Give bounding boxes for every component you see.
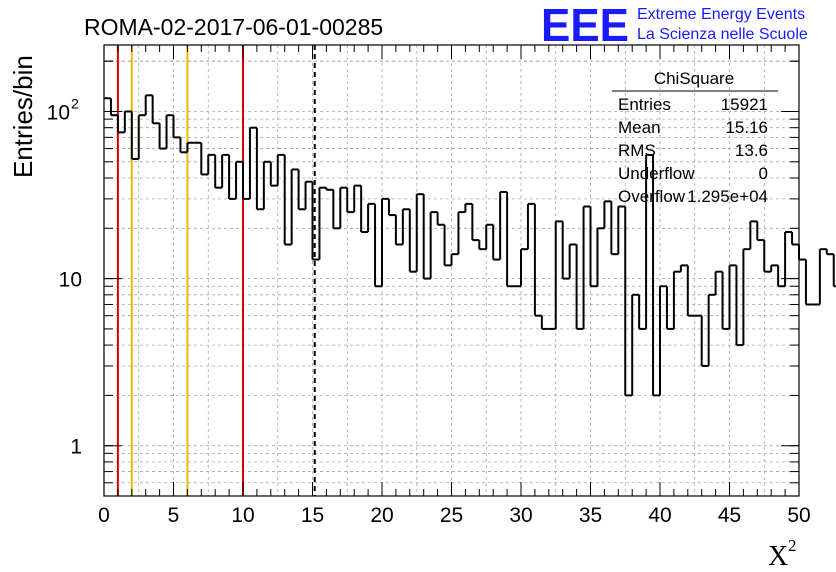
stats-label-entries: Entries: [618, 95, 671, 114]
x-tick-label: 5: [168, 504, 180, 527]
y-tick-label: 10: [59, 269, 82, 292]
x-axis-label-exponent: 2: [788, 536, 797, 555]
x-tick-label: 50: [787, 504, 810, 527]
eee-logo: EEE Extreme Energy Events La Scienza nel…: [541, 0, 808, 51]
logo-line-2: La Scienza nelle Scuole: [637, 26, 808, 43]
x-axis-label-base: X: [768, 541, 788, 572]
y-tick-label: 1: [70, 436, 82, 459]
x-tick-label: 10: [231, 504, 254, 527]
grid-lines: [104, 45, 799, 496]
stats-label-overflow: Overflow: [618, 187, 686, 206]
y-axis-label: Entries/bin: [8, 55, 38, 178]
x-tick-label: 45: [718, 504, 741, 527]
stats-value-rms: 13.6: [735, 141, 768, 160]
x-tick-label: 35: [579, 504, 602, 527]
stats-value-overflow: 1.295e+04: [687, 187, 768, 206]
x-axis-label: X 2: [768, 536, 797, 572]
stats-value-mean: 15.16: [725, 118, 768, 137]
y-tick-label-exponent: 2: [71, 95, 79, 111]
stats-value-entries: 15921: [721, 95, 768, 114]
x-tick-label: 40: [648, 504, 671, 527]
y-tick-label: 10: [47, 101, 70, 124]
logo-line-1: Extreme Energy Events: [637, 6, 805, 23]
stats-title: ChiSquare: [654, 69, 734, 88]
x-tick-label: 0: [98, 504, 110, 527]
stats-label-mean: Mean: [618, 118, 661, 137]
chart-title: ROMA-02-2017-06-01-00285: [84, 14, 383, 40]
stats-label-rms: RMS: [618, 141, 656, 160]
histogram-series: [104, 94, 836, 397]
x-tick-label: 15: [301, 504, 324, 527]
x-tick-label: 20: [370, 504, 393, 527]
stats-box: ChiSquare Entries 15921 Mean 15.16 RMS 1…: [612, 69, 778, 206]
logo-mark: EEE: [541, 0, 629, 51]
x-tick-label: 30: [509, 504, 532, 527]
stats-label-underflow: Underflow: [618, 164, 695, 183]
x-tick-label: 25: [440, 504, 463, 527]
stats-value-underflow: 0: [759, 164, 768, 183]
